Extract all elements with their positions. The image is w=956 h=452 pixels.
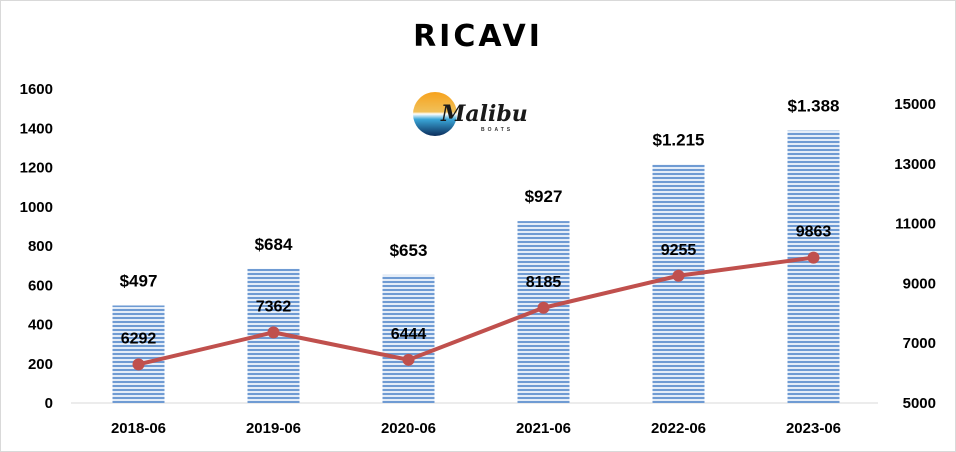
point-data-label: 7362 bbox=[256, 298, 292, 315]
line-point bbox=[402, 353, 415, 366]
revenue-line bbox=[138, 255, 814, 367]
sunset-logo-icon bbox=[413, 92, 457, 136]
bar-data-label: $1.215 bbox=[653, 131, 705, 150]
bar-data-label: $497 bbox=[120, 271, 158, 290]
malibu-logo: Malibu BOATS bbox=[413, 92, 528, 136]
left-axis-tick-label: 1400 bbox=[20, 120, 53, 137]
point-data-label: 6444 bbox=[391, 326, 427, 343]
right-axis-tick-label: 9000 bbox=[903, 275, 936, 292]
left-axis-tick-label: 1000 bbox=[20, 199, 53, 216]
logo-name: Malibu bbox=[440, 101, 528, 127]
left-axis-tick-label: 0 bbox=[45, 395, 53, 412]
line-point bbox=[807, 251, 820, 264]
category-label: 2021-06 bbox=[516, 420, 571, 437]
right-axis-tick-label: 5000 bbox=[903, 395, 936, 412]
right-axis-tick-label: 13000 bbox=[894, 156, 936, 173]
left-axis-tick-label: 400 bbox=[28, 317, 53, 334]
category-label: 2018-06 bbox=[111, 420, 166, 437]
revenue-bar bbox=[112, 305, 165, 403]
category-label: 2020-06 bbox=[381, 420, 436, 437]
right-axis-tick-label: 11000 bbox=[895, 216, 936, 233]
bar-data-label: $653 bbox=[390, 241, 428, 260]
point-data-label: 8185 bbox=[526, 274, 562, 291]
right-axis-tick-label: 15000 bbox=[894, 96, 936, 113]
revenue-bar bbox=[382, 274, 435, 403]
revenue-bar bbox=[787, 130, 840, 404]
point-data-label: 6292 bbox=[121, 330, 157, 347]
right-axis-tick-label: 7000 bbox=[903, 335, 936, 352]
bar-data-label: $1.388 bbox=[788, 97, 840, 116]
category-label: 2022-06 bbox=[651, 420, 706, 437]
left-axis-tick-label: 800 bbox=[28, 238, 53, 255]
left-axis-tick-label: 1200 bbox=[20, 160, 53, 177]
left-axis-tick-label: 1600 bbox=[20, 81, 53, 98]
line-point bbox=[537, 301, 550, 314]
category-label: 2019-06 bbox=[246, 420, 301, 437]
left-axis-tick-label: 200 bbox=[28, 356, 53, 373]
point-data-label: 9863 bbox=[796, 224, 832, 241]
line-point bbox=[132, 358, 145, 371]
chart-title: RICAVI bbox=[413, 19, 543, 54]
bar-data-label: $927 bbox=[525, 187, 563, 206]
line-point bbox=[672, 269, 685, 282]
logo-sub: BOATS bbox=[481, 127, 513, 133]
left-axis-tick-label: 600 bbox=[28, 277, 53, 294]
revenue-bar bbox=[652, 164, 705, 403]
line-point bbox=[267, 326, 280, 339]
category-label: 2023-06 bbox=[786, 420, 841, 437]
point-data-label: 9255 bbox=[661, 242, 697, 259]
bar-data-label: $684 bbox=[255, 235, 293, 254]
